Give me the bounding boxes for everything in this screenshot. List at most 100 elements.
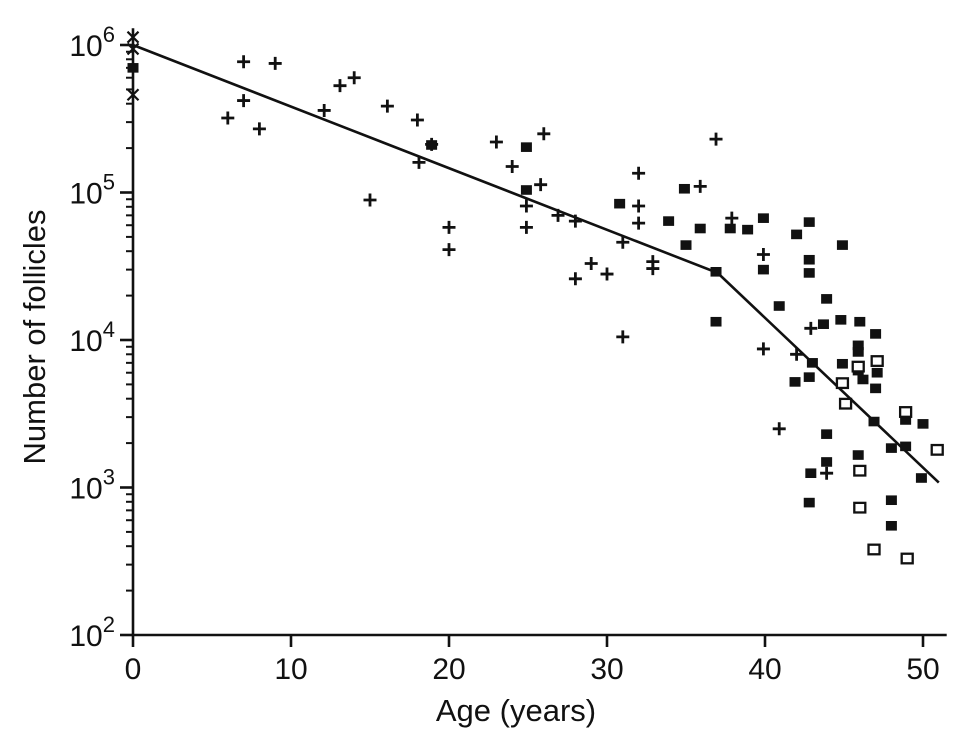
x-marker [126, 88, 140, 102]
filled-square-marker [915, 473, 927, 483]
plus-marker [252, 122, 266, 136]
plus-marker [772, 422, 786, 436]
data-layer [126, 30, 944, 565]
filled-square-marker [821, 457, 833, 467]
filled-square-marker [791, 229, 803, 240]
open-square-marker [898, 406, 913, 418]
filled-square-marker [852, 450, 864, 460]
filled-square-marker [821, 294, 833, 304]
filled-square-marker [870, 329, 882, 339]
plus-marker [410, 113, 424, 127]
series-plus-markers [221, 55, 834, 480]
open-square-marker [838, 397, 853, 410]
plus-marker [756, 247, 770, 261]
x-marker [126, 42, 140, 56]
filled-square-marker [127, 63, 139, 73]
axes-layer: 102 103 104 105 106 0 10 20 30 40 50 [69, 22, 947, 686]
open-square-marker [900, 552, 914, 565]
filled-square-marker [520, 185, 532, 195]
plus-marker [584, 257, 598, 271]
plus-marker [221, 111, 235, 125]
y-axis-title: Number of follicles [17, 210, 52, 465]
filled-square-marker [817, 319, 829, 329]
filled-square-marker [868, 416, 880, 427]
plus-marker [790, 347, 804, 361]
filled-square-marker [870, 383, 882, 394]
filled-square-marker [885, 443, 897, 453]
filled-square-marker [854, 316, 866, 327]
plus-marker [505, 160, 519, 174]
filled-square-marker [426, 140, 438, 150]
x-tick-label: 20 [432, 653, 465, 686]
filled-square-marker [803, 497, 815, 508]
filled-square-marker [694, 223, 706, 234]
filled-square-marker [724, 223, 736, 234]
series-x-markers [126, 30, 140, 102]
plus-marker [725, 211, 739, 225]
x-tick-label: 50 [906, 653, 939, 686]
filled-square-marker [857, 374, 869, 385]
plus-marker [380, 99, 394, 113]
plus-marker [616, 330, 630, 344]
plus-marker [756, 342, 770, 356]
filled-square-marker [710, 266, 722, 277]
plus-marker [363, 193, 377, 207]
y-tick-exponent: 3 [103, 465, 115, 490]
filled-square-marker [836, 240, 848, 250]
y-tick-label: 103 [69, 465, 115, 506]
x-tick-label: 30 [590, 653, 623, 686]
filled-square-marker [678, 183, 690, 194]
filled-square-marker [917, 419, 929, 429]
open-square-marker [853, 464, 867, 477]
filled-square-marker [803, 254, 815, 265]
open-square-marker [835, 377, 850, 390]
filled-square-marker [836, 358, 848, 369]
filled-square-marker [852, 340, 864, 351]
plus-marker [568, 214, 582, 228]
filled-square-marker [520, 142, 532, 152]
plus-marker [804, 321, 818, 335]
x-tick-label: 10 [274, 653, 307, 686]
filled-square-marker [710, 316, 722, 327]
filled-square-marker [757, 213, 769, 223]
plus-marker [317, 103, 331, 117]
filled-square-marker [773, 301, 785, 311]
y-tick-label: 104 [69, 317, 115, 358]
filled-square-marker [803, 372, 815, 382]
plus-marker [347, 71, 361, 85]
filled-square-marker [806, 358, 818, 368]
filled-square-marker [663, 216, 675, 226]
plus-marker [442, 243, 456, 257]
filled-square-marker [821, 429, 833, 439]
filled-square-marker [614, 198, 626, 209]
plus-marker [646, 262, 660, 276]
filled-square-marker [900, 441, 912, 452]
plus-marker [632, 166, 646, 180]
open-square-marker [853, 501, 867, 514]
x-tick-label: 0 [125, 653, 142, 686]
plus-marker [616, 235, 630, 249]
filled-square-marker [742, 224, 754, 235]
plus-marker [333, 79, 347, 93]
open-square-marker [867, 543, 881, 556]
series-open-square-markers [835, 355, 944, 565]
plus-marker [600, 267, 614, 281]
filled-square-marker [803, 268, 815, 278]
plus-marker [534, 178, 548, 192]
plus-marker [442, 220, 456, 234]
open-square-marker [870, 355, 884, 367]
plus-marker [268, 56, 282, 70]
series-filled-square-markers [127, 63, 929, 531]
plus-marker [568, 272, 582, 286]
plus-marker [519, 199, 533, 213]
plus-marker [551, 208, 565, 222]
plus-marker [237, 94, 251, 108]
filled-square-marker [885, 520, 897, 531]
biphasic-fit-line [132, 43, 940, 484]
x-marker [126, 30, 140, 44]
plus-marker [820, 466, 834, 480]
plus-marker [693, 179, 707, 193]
y-tick-label: 105 [69, 170, 115, 211]
